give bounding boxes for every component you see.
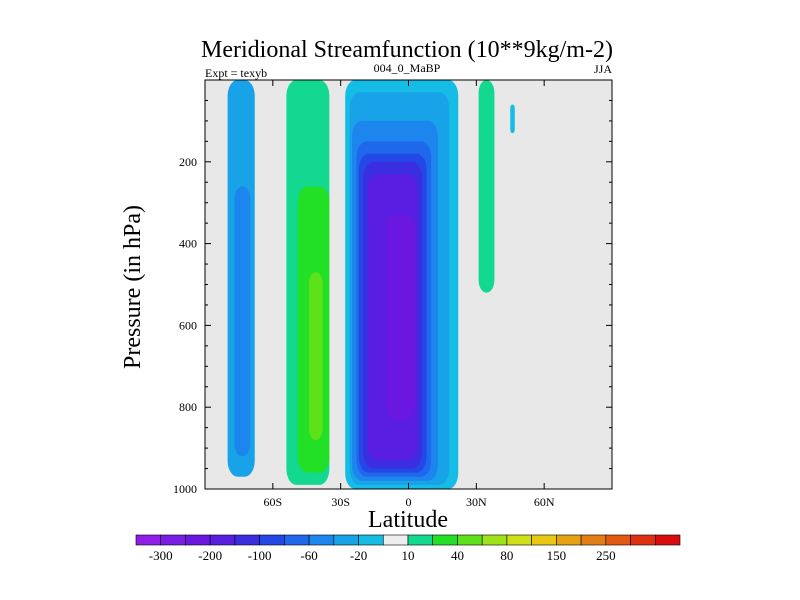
colorbar-label: 150 xyxy=(547,548,567,563)
colorbar-bin xyxy=(160,534,186,546)
colorbar-label: -100 xyxy=(248,548,272,563)
subtitle-center: 004_0_MaBP xyxy=(374,61,441,75)
subtitle-left: Expt = texyb xyxy=(205,66,267,80)
colorbar-bin xyxy=(284,534,310,546)
x-tick-label: 30N xyxy=(466,495,487,509)
x-axis: 60S 30S 0 30N 60N xyxy=(263,80,555,509)
colorbar-bin xyxy=(333,534,359,546)
colorbar-bin xyxy=(654,534,681,546)
y-tick-label: 800 xyxy=(179,400,197,414)
y-tick-label: 400 xyxy=(179,237,197,251)
colorbar-label: -20 xyxy=(350,548,367,563)
colorbar-bin xyxy=(630,534,656,546)
contour-sh-highlat-inner xyxy=(234,186,251,457)
x-tick-label: 0 xyxy=(406,495,412,509)
colorbar-bin xyxy=(481,534,508,546)
colorbar-bin xyxy=(185,534,211,546)
colorbar-bin xyxy=(209,534,236,546)
y-axis: 200 400 600 800 1000 xyxy=(173,99,612,496)
x-tick-label: 30S xyxy=(331,495,350,509)
contour-nh-upper-sliver xyxy=(510,104,515,134)
colorbar-label: 10 xyxy=(402,548,415,563)
y-tick-label: 600 xyxy=(179,318,197,332)
colorbar-bin xyxy=(457,534,483,546)
x-tick-label: 60S xyxy=(263,495,282,509)
y-tick-label: 200 xyxy=(179,155,197,169)
colorbar-bin xyxy=(432,534,458,546)
colorbar-bin xyxy=(531,534,557,546)
colorbar-label: 80 xyxy=(500,548,513,563)
contour-nh-subtrop-ribbon xyxy=(478,80,495,293)
colorbar-bin xyxy=(506,534,532,546)
subtitle-right: JJA xyxy=(594,62,612,76)
colorbar-bin xyxy=(382,534,409,546)
colorbar-label: 40 xyxy=(451,548,464,563)
colorbar-label: -200 xyxy=(198,548,222,563)
colorbar-label: -300 xyxy=(149,548,173,563)
colorbar-bin xyxy=(580,534,607,546)
colorbar-bin xyxy=(135,534,162,546)
colorbar-bin xyxy=(407,534,434,546)
contour-ferrel-core xyxy=(309,272,323,440)
x-axis-label: Latitude xyxy=(368,507,448,533)
plot-area xyxy=(204,79,613,490)
y-axis-label: Pressure (in hPa) xyxy=(120,205,146,369)
colorbar: -300 -200 -100 -60 -20 10 40 80 150 250 xyxy=(135,534,681,563)
colorbar-bin xyxy=(605,534,631,546)
colorbar-bin xyxy=(234,534,260,546)
colorbar-bin xyxy=(358,534,384,546)
colorbar-label: 250 xyxy=(596,548,616,563)
x-tick-label: 60N xyxy=(534,495,555,509)
colorbar-bin xyxy=(259,534,285,546)
colorbar-label: -60 xyxy=(300,548,317,563)
contour-hadley-l8 xyxy=(385,214,416,420)
colorbar-bin xyxy=(556,534,582,546)
chart-title: Meridional Streamfunction (10**9kg/m-2) xyxy=(201,37,613,63)
y-tick-label: 1000 xyxy=(173,482,197,496)
colorbar-bin xyxy=(308,534,335,546)
